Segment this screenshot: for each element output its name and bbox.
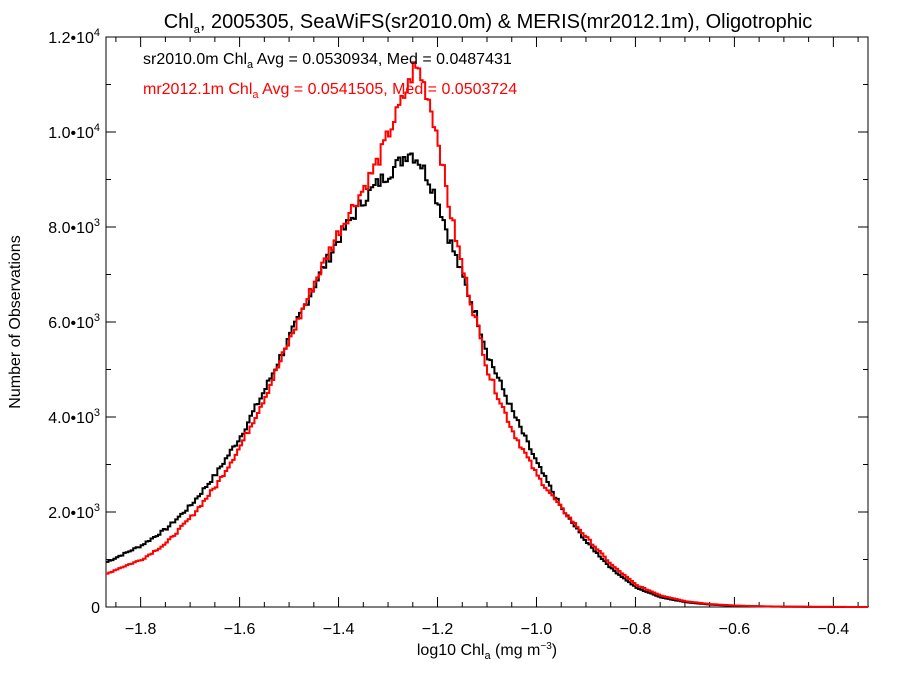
plot-area-frame	[105, 36, 869, 608]
x-tick-label: −1.8	[125, 621, 157, 638]
x-tick-label: −0.4	[818, 621, 850, 638]
y-tick-label: 8.0•103	[48, 217, 100, 237]
legend-annotations: sr2010.0m Chla Avg = 0.0530934, Med = 0.…	[143, 51, 517, 101]
y-tick-label: 0	[91, 600, 100, 617]
x-tick-label: −1.0	[521, 621, 553, 638]
x-tick-label: −0.8	[620, 621, 652, 638]
annotation-mr2012.1m: mr2012.1m Chla Avg = 0.0541505, Med = 0.…	[143, 81, 517, 101]
y-tick-label: 6.0•103	[48, 312, 100, 332]
y-tick-label: 1.2•104	[48, 27, 100, 47]
series-layer	[106, 61, 869, 608]
axes: −1.8 −1.6 −1.4 −1.2 −1.0 −0.8 −0.6 −0.4 0 2.0•103…	[48, 27, 868, 638]
y-tick-label: 1.0•104	[48, 122, 100, 142]
x-tick-label: −1.6	[224, 621, 256, 638]
x-tick-label: −1.4	[323, 621, 355, 638]
series-line-sr2010.0m	[106, 152, 868, 608]
y-tick-label: 2.0•103	[48, 502, 100, 522]
x-tick-label: −1.2	[422, 621, 454, 638]
y-axis-label: Number of Observations	[7, 235, 24, 408]
x-tick-label: −0.6	[719, 621, 751, 638]
chart-title: Chla, 2005305, SeaWiFS(sr2010.0m) & MERI…	[164, 11, 813, 36]
series-line-mr2012.1m	[106, 61, 869, 608]
y-tick-label: 4.0•103	[48, 407, 100, 427]
annotation-sr2010.0m: sr2010.0m Chla Avg = 0.0530934, Med = 0.…	[143, 51, 512, 71]
x-axis-label: log10 Chla (mg m−3)	[417, 641, 557, 662]
